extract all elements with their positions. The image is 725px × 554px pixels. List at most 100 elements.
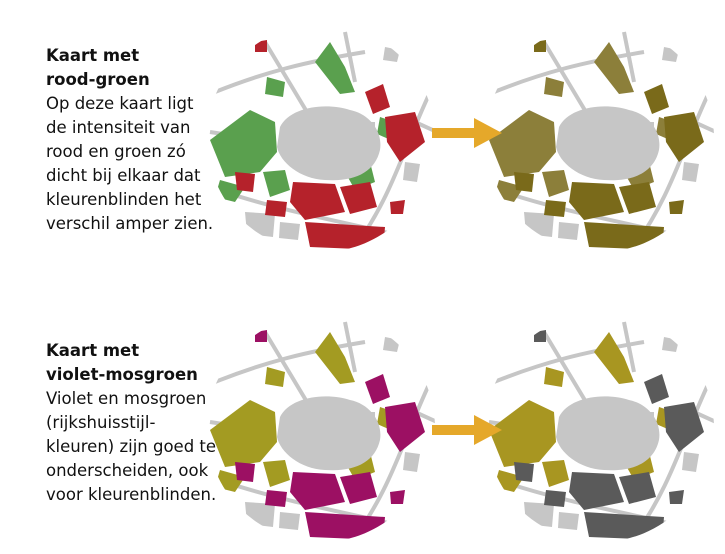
map-road bbox=[343, 321, 357, 373]
map-area-a bbox=[542, 460, 569, 487]
map-area-a bbox=[594, 42, 634, 94]
map-area-b bbox=[255, 40, 267, 52]
map-area-a bbox=[265, 367, 285, 387]
map-block bbox=[682, 452, 699, 472]
map-area-a bbox=[594, 332, 634, 384]
map-block bbox=[279, 512, 300, 530]
caption-body-line: Op deze kaart ligt bbox=[46, 94, 194, 113]
map-area-a bbox=[210, 110, 277, 177]
map-area-b bbox=[584, 222, 664, 250]
map-block bbox=[403, 162, 420, 182]
map-road bbox=[214, 50, 366, 94]
caption-title-line: rood-groen bbox=[46, 70, 150, 89]
map-area-a bbox=[210, 400, 277, 467]
caption-body-line: (rijkshuisstijl- bbox=[46, 413, 156, 432]
map-area-a bbox=[489, 400, 556, 467]
map-area-a bbox=[263, 170, 290, 197]
map-area-b bbox=[514, 172, 534, 192]
map-area-b bbox=[544, 200, 566, 217]
arrow-right-icon bbox=[432, 415, 502, 445]
map-block bbox=[682, 162, 699, 182]
caption-title-line: Kaart met bbox=[46, 341, 140, 360]
caption-title-line: Kaart met bbox=[46, 46, 140, 65]
map-area-a bbox=[315, 42, 355, 94]
map-block bbox=[524, 502, 554, 527]
map-area-b bbox=[235, 172, 255, 192]
map-road bbox=[214, 340, 366, 384]
map-area-b bbox=[569, 182, 624, 220]
map-road bbox=[622, 31, 636, 83]
map-area-b bbox=[390, 200, 405, 214]
map-block bbox=[383, 337, 400, 352]
map-area-b bbox=[619, 182, 656, 214]
map-area-b bbox=[365, 374, 390, 404]
map-area-b bbox=[669, 490, 684, 504]
map-block bbox=[524, 212, 554, 237]
map-area-b bbox=[340, 472, 377, 504]
map-area-b bbox=[514, 462, 534, 482]
map-block bbox=[662, 47, 679, 62]
map-area-b bbox=[584, 512, 664, 540]
map-city-core bbox=[277, 396, 381, 471]
map-area-b bbox=[534, 330, 546, 342]
map-area-b bbox=[255, 330, 267, 342]
map-area-b bbox=[265, 490, 287, 507]
map-block bbox=[403, 452, 420, 472]
map-city-core bbox=[556, 106, 660, 181]
map-area-b bbox=[644, 84, 669, 114]
map-block bbox=[279, 222, 300, 240]
map-road bbox=[493, 50, 645, 94]
map-block bbox=[558, 512, 579, 530]
map-area-b bbox=[290, 472, 345, 510]
caption-body-line: de intensiteit van bbox=[46, 118, 191, 137]
map-area-b bbox=[669, 200, 684, 214]
map-area-b bbox=[534, 40, 546, 52]
caption-violet-mossgreen: Kaart met violet-mosgroen Violet en mosg… bbox=[46, 339, 231, 507]
map-area-a bbox=[489, 110, 556, 177]
map-road bbox=[622, 321, 636, 373]
map-area-b bbox=[305, 512, 385, 540]
map-area-a bbox=[544, 367, 564, 387]
arrow-right-icon bbox=[432, 118, 502, 148]
caption-body-line: verschil amper zien. bbox=[46, 214, 214, 233]
map-block bbox=[383, 47, 400, 62]
map-area-b bbox=[569, 472, 624, 510]
map-area-a bbox=[542, 170, 569, 197]
map-block bbox=[662, 337, 679, 352]
caption-body-line: dicht bij elkaar dat bbox=[46, 166, 201, 185]
map-area-b bbox=[544, 490, 566, 507]
map-area-a bbox=[263, 460, 290, 487]
caption-body-line: kleuren) zijn goed te bbox=[46, 437, 217, 456]
caption-title-line: violet-mosgroen bbox=[46, 365, 198, 384]
map-area-b bbox=[390, 490, 405, 504]
caption-body-line: Violet en mosgroen bbox=[46, 389, 207, 408]
map-area-a bbox=[544, 77, 564, 97]
map-block bbox=[245, 212, 275, 237]
map-red-green-original bbox=[209, 31, 435, 250]
map-area-a bbox=[265, 77, 285, 97]
caption-body-line: rood en groen zó bbox=[46, 142, 186, 161]
map-red-green-colorblind bbox=[488, 31, 714, 250]
map-city-core bbox=[277, 106, 381, 181]
map-road bbox=[343, 31, 357, 83]
caption-body-line: voor kleurenblinden. bbox=[46, 485, 217, 504]
map-block bbox=[245, 502, 275, 527]
map-violet-mossgreen-colorblind bbox=[488, 321, 714, 540]
map-city-core bbox=[556, 396, 660, 471]
map-area-b bbox=[365, 84, 390, 114]
map-violet-mossgreen-original bbox=[209, 321, 435, 540]
map-block bbox=[558, 222, 579, 240]
map-area-b bbox=[385, 112, 425, 162]
map-area-b bbox=[265, 200, 287, 217]
caption-body-line: kleurenblinden het bbox=[46, 190, 202, 209]
caption-red-green: Kaart met rood-groen Op deze kaart ligt … bbox=[46, 44, 231, 236]
map-area-b bbox=[664, 402, 704, 452]
map-area-b bbox=[385, 402, 425, 452]
map-area-b bbox=[664, 112, 704, 162]
map-road bbox=[493, 340, 645, 384]
caption-body-line: onderscheiden, ook bbox=[46, 461, 209, 480]
map-area-b bbox=[644, 374, 669, 404]
map-area-a bbox=[315, 332, 355, 384]
map-area-b bbox=[619, 472, 656, 504]
map-area-b bbox=[305, 222, 385, 250]
